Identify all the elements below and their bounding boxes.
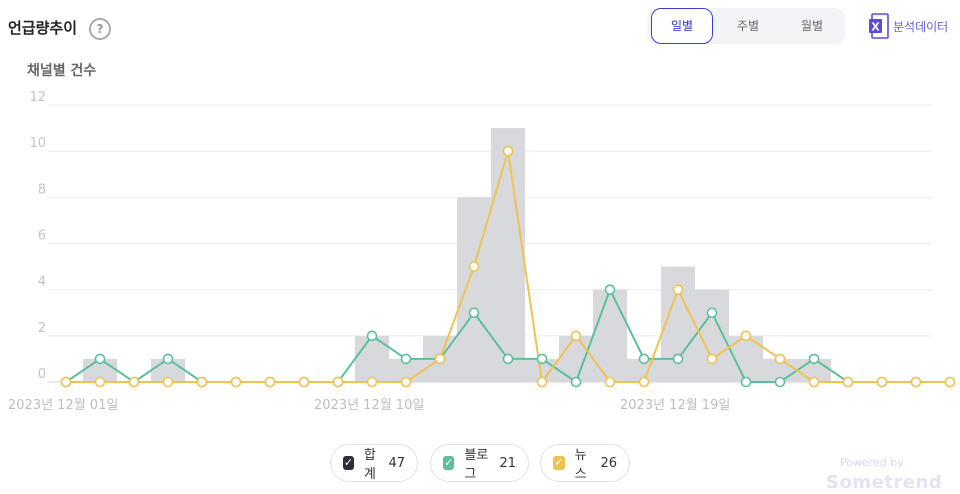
data-point-블로그: [638, 353, 650, 365]
data-point-뉴스: [468, 261, 480, 272]
data-point-뉴스: [638, 376, 650, 388]
data-point-블로그: [808, 353, 820, 365]
data-point-뉴스: [774, 353, 786, 365]
data-point-뉴스: [264, 376, 276, 388]
data-point-뉴스: [230, 376, 242, 388]
y-tick-label: 0: [38, 367, 46, 382]
x-tick-label: 2023년 12월 19일: [620, 398, 730, 413]
data-point-블로그: [536, 353, 548, 365]
data-point-뉴스: [332, 376, 344, 388]
legend-news[interactable]: ✓ 뉴스 26: [540, 444, 630, 482]
data-point-뉴스: [298, 376, 310, 388]
legend-count: 26: [600, 455, 617, 471]
legend-label: 합계: [363, 448, 376, 482]
y-axis-label: 채널별 건수: [27, 63, 97, 79]
y-tick-label: 6: [38, 229, 46, 244]
data-point-뉴스: [740, 330, 752, 342]
data-point-블로그: [774, 376, 786, 388]
bar-total: [627, 358, 661, 382]
data-point-뉴스: [400, 376, 412, 388]
data-point-뉴스: [196, 376, 208, 388]
data-point-뉴스: [128, 376, 140, 388]
excel-icon[interactable]: X: [868, 13, 890, 39]
bar-total: [593, 289, 627, 382]
data-point-블로그: [706, 307, 718, 319]
y-tick-label: 12: [29, 90, 46, 105]
tab-weekly[interactable]: 주별: [736, 19, 760, 33]
y-tick-label: 8: [38, 182, 46, 197]
x-tick-label: 2023년 12월 10일: [314, 398, 424, 413]
data-point-뉴스: [604, 376, 616, 388]
data-point-블로그: [502, 353, 514, 365]
legend-count: 47: [388, 455, 405, 471]
help-icon[interactable]: ?: [89, 18, 111, 40]
tab-daily[interactable]: 일별: [651, 8, 713, 44]
y-tick-label: 4: [38, 275, 46, 290]
legend-count: 21: [499, 455, 516, 471]
excel-icon-letter: X: [871, 21, 880, 34]
data-point-뉴스: [944, 376, 956, 388]
data-point-뉴스: [570, 330, 582, 342]
legend-total[interactable]: ✓ 합계 47: [330, 444, 418, 482]
data-point-뉴스: [434, 353, 446, 365]
data-point-뉴스: [910, 376, 922, 388]
checkbox-icon: ✓: [553, 456, 565, 470]
legend-blog[interactable]: ✓ 블로그 21: [430, 444, 529, 482]
bar-total: [491, 128, 525, 382]
y-tick-label: 10: [29, 136, 46, 151]
data-point-블로그: [468, 307, 480, 319]
data-point-뉴스: [672, 284, 684, 295]
data-point-뉴스: [706, 353, 718, 365]
data-point-뉴스: [842, 376, 854, 388]
tab-monthly[interactable]: 월별: [800, 19, 824, 33]
export-data-link[interactable]: 분석데이터: [893, 20, 949, 34]
chart-title: 언급량추이: [8, 19, 78, 37]
data-point-블로그: [400, 353, 412, 365]
data-point-뉴스: [366, 376, 378, 388]
data-point-뉴스: [94, 376, 106, 388]
checkbox-icon: ✓: [443, 456, 455, 470]
data-point-블로그: [366, 330, 378, 342]
data-point-뉴스: [502, 145, 514, 157]
data-point-뉴스: [876, 376, 888, 388]
legend-label: 뉴스: [574, 448, 587, 482]
data-point-블로그: [570, 376, 582, 388]
data-point-블로그: [94, 353, 106, 365]
data-point-블로그: [604, 284, 616, 295]
powered-by-text: Powered by: [840, 456, 904, 469]
period-selector: 일별 주별 월별: [647, 8, 845, 44]
data-point-블로그: [672, 353, 684, 365]
data-point-뉴스: [808, 376, 820, 388]
x-tick-label: 2023년 12월 01일: [8, 398, 118, 413]
data-point-뉴스: [60, 376, 72, 388]
data-point-블로그: [740, 376, 752, 388]
data-point-뉴스: [162, 376, 174, 388]
mention-trend-chart: 0 2 4 6 8 10 12 2023년 12월 01일 2023년 12월 10일 2023년…: [8, 90, 956, 413]
data-point-뉴스: [536, 376, 548, 388]
brand-logo: Sometrend: [826, 472, 943, 493]
checkbox-icon: ✓: [343, 456, 354, 470]
legend-label: 블로그: [464, 448, 489, 482]
data-point-블로그: [162, 353, 174, 365]
y-tick-label: 2: [38, 321, 46, 336]
